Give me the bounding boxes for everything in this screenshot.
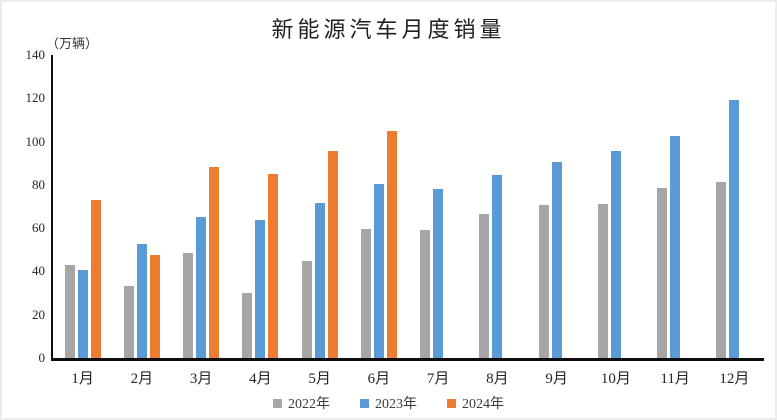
bar-2022年-9月 (538, 204, 549, 358)
bar-2023年-5月 (314, 202, 325, 358)
bar-2022年-10月 (597, 203, 608, 358)
month-group-2: 2月 (112, 55, 171, 387)
y-tick-label: 20 (32, 306, 45, 322)
x-tick-label: 1月 (71, 371, 94, 387)
y-tick-label: 80 (32, 176, 45, 192)
bar-2022年-12月 (716, 181, 727, 358)
month-group-11: 11月 (646, 55, 705, 387)
bar-2022年-5月 (301, 261, 312, 358)
month-group-5: 5月 (290, 55, 349, 387)
bar-2022年-3月 (183, 253, 194, 358)
legend-label: 2023年 (375, 397, 417, 412)
legend-item-2022年: 2022年 (273, 393, 330, 413)
bar-2023年-6月 (373, 183, 384, 358)
legend-label: 2024年 (462, 397, 504, 412)
legend-label: 2022年 (288, 397, 330, 412)
bar-2023年-4月 (255, 220, 266, 358)
bar-2023年-3月 (196, 216, 207, 358)
month-group-12: 12月 (705, 55, 764, 387)
x-tick-label: 4月 (249, 371, 272, 387)
month-group-1: 1月 (53, 55, 112, 387)
x-tick-label: 10月 (600, 371, 631, 387)
y-axis-unit-label: （万辆） (46, 36, 99, 51)
y-axis-tick-labels: 0 20 40 60 80 100 120 140 (0, 47, 46, 365)
bar-2022年-6月 (360, 229, 371, 358)
legend-swatch-icon (273, 398, 282, 408)
bar-2024年-2月 (149, 254, 160, 358)
bar-2023年-10月 (610, 151, 621, 358)
bar-2023年-2月 (136, 244, 147, 358)
x-tick-label: 3月 (189, 371, 213, 387)
bar-2023年-7月 (433, 189, 444, 358)
x-tick-label: 11月 (660, 371, 690, 387)
x-tick-label: 9月 (545, 371, 568, 387)
bar-2022年-8月 (479, 213, 490, 358)
bar-2024年-1月 (90, 200, 101, 358)
month-group-6: 6月 (349, 55, 408, 387)
bar-2022年-7月 (420, 229, 431, 358)
bar-2022年-4月 (242, 293, 253, 358)
bar-2023年-11月 (670, 135, 681, 358)
legend-swatch-icon (447, 398, 456, 408)
legend: 2022年 2023年 2024年 (0, 393, 777, 413)
y-tick-label: 0 (38, 350, 46, 365)
month-group-9: 9月 (527, 55, 586, 387)
x-tick-label: 12月 (719, 371, 750, 387)
legend-item-2023年: 2023年 (360, 393, 417, 413)
bar-2022年-1月 (64, 264, 75, 358)
month-group-10: 10月 (586, 55, 645, 387)
month-group-3: 3月 (172, 55, 231, 387)
bar-2024年-6月 (386, 131, 397, 358)
bar-2022年-11月 (657, 187, 668, 358)
month-group-7: 7月 (409, 55, 468, 387)
plot-area: 1月 2月 3月 4月 5月 6月 7月 8月 9月 10月 11月 12月 (51, 55, 764, 387)
month-group-4: 4月 (231, 55, 290, 387)
x-tick-label: 2月 (130, 371, 154, 387)
x-tick-label: 5月 (308, 371, 331, 387)
month-group-8: 8月 (468, 55, 527, 387)
legend-swatch-icon (360, 398, 369, 408)
x-tick-label: 6月 (367, 371, 391, 387)
y-tick-label: 120 (25, 90, 46, 106)
bar-2024年-3月 (209, 166, 220, 358)
bar-2024年-5月 (327, 151, 338, 358)
y-tick-label: 60 (32, 220, 45, 236)
y-tick-label: 40 (32, 263, 45, 279)
bar-2023年-12月 (729, 100, 740, 358)
bar-2022年-2月 (123, 285, 134, 358)
x-tick-label: 7月 (426, 371, 450, 387)
y-tick-label: 100 (25, 133, 46, 149)
y-tick-label: 140 (25, 47, 46, 62)
bar-2023年-1月 (77, 269, 88, 358)
chart-title: 新能源汽车月度销量 (271, 17, 506, 42)
bar-2023年-8月 (492, 174, 503, 358)
legend-item-2024年: 2024年 (447, 393, 504, 413)
bar-2023年-9月 (551, 162, 562, 358)
bar-2024年-4月 (268, 174, 279, 358)
x-tick-label: 8月 (486, 371, 509, 387)
